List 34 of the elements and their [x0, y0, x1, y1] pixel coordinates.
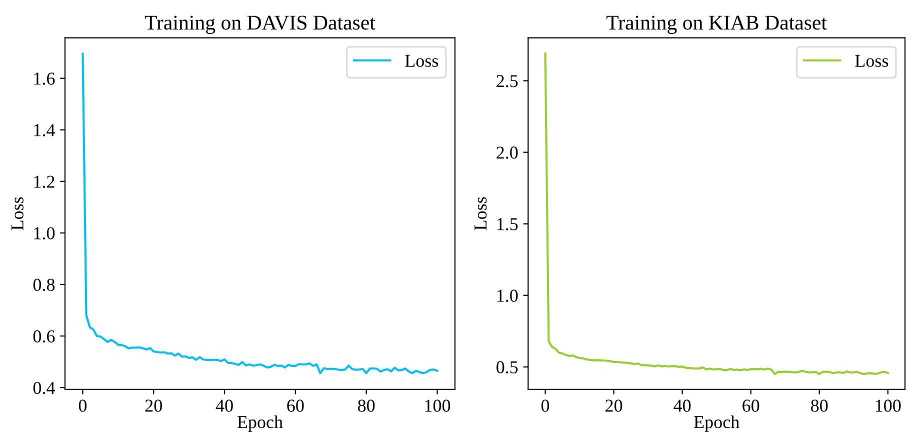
y-tick-label: 0.8 [33, 278, 55, 291]
y-tick-label: 2.5 [496, 75, 518, 88]
x-tick-label: 0 [541, 400, 550, 412]
x-tick-label: 80 [358, 400, 375, 412]
x-tick-label: 60 [287, 400, 304, 412]
x-tick-label: 60 [742, 400, 760, 412]
y-tick-label: 1.4 [34, 124, 55, 136]
chart-title: Training on KIAB Dataset [606, 16, 827, 34]
x-tick-label: 20 [606, 400, 622, 412]
y-tick-label: 1.0 [497, 290, 518, 302]
y-tick-label: 1.6 [34, 72, 55, 85]
line-series [82, 52, 438, 374]
line-series [544, 52, 889, 376]
y-tick-label: 0.5 [496, 361, 518, 374]
chart-title: Training on DAVIS Dataset [144, 16, 376, 34]
x-tick-label: 100 [425, 400, 450, 412]
x-tick-label: 40 [674, 400, 691, 412]
y-axis-title: Loss [474, 197, 487, 230]
y-tick-label: 0.6 [33, 330, 55, 343]
legend-label: Loss [405, 54, 438, 67]
y-tick-label: 1.0 [34, 227, 55, 240]
y-tick-label: 0.4 [33, 382, 55, 394]
legend-label: Loss [855, 54, 888, 67]
y-axis-title: Loss [11, 197, 24, 230]
x-tick-label: 40 [216, 400, 233, 412]
x-tick-label: 80 [811, 400, 828, 412]
x-axis-title: Epoch [694, 415, 740, 432]
x-tick-label: 100 [876, 400, 901, 412]
x-axis-title: Epoch [237, 415, 283, 432]
y-tick-label: 2.0 [496, 146, 518, 159]
x-tick-label: 0 [78, 400, 87, 412]
x-tick-label: 20 [145, 400, 162, 412]
y-tick-label: 1.5 [497, 218, 518, 230]
y-tick-label: 1.2 [34, 176, 54, 188]
